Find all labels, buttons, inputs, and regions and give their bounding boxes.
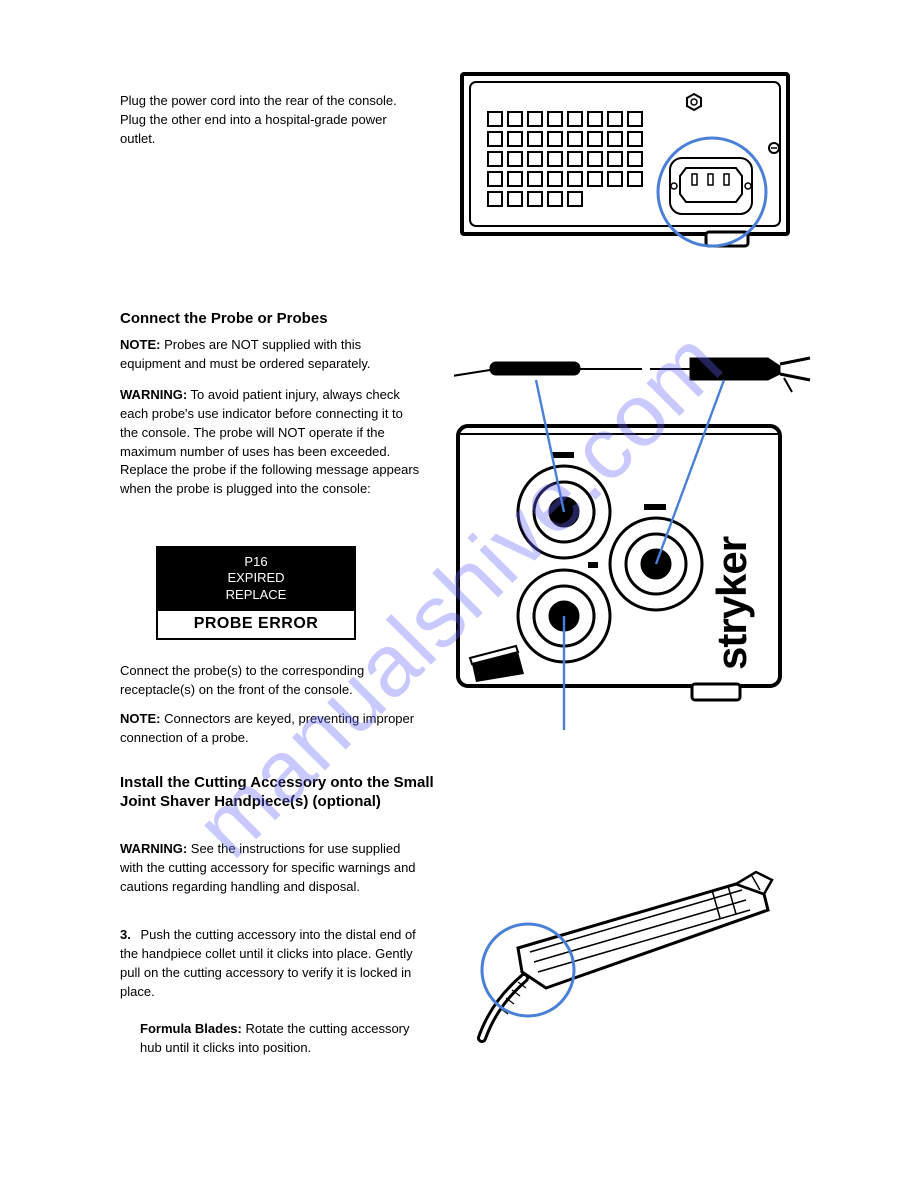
probe-error-box: P16 EXPIRED REPLACE PROBE ERROR xyxy=(156,546,356,640)
brand-text: stryker xyxy=(708,536,755,670)
blade-note: Formula Blades: Rotate the cutting acces… xyxy=(140,1020,430,1058)
step2-note: NOTE: Connectors are keyed, preventing i… xyxy=(120,710,420,748)
probe-error-line1: P16 xyxy=(162,554,350,570)
step3-text: 3. Push the cutting accessory into the d… xyxy=(120,926,430,1001)
figure-rear-panel xyxy=(460,72,800,262)
probe-error-line2: EXPIRED xyxy=(162,570,350,586)
figure-handpiece xyxy=(470,870,800,1050)
connect-probe-warning: WARNING: To avoid patient injury, always… xyxy=(120,386,420,499)
connect-probe-heading: Connect the Probe or Probes xyxy=(120,310,328,327)
connect-probe-intro: NOTE: Probes are NOT supplied with this … xyxy=(120,336,420,374)
figure-front-panel: stryker xyxy=(454,350,814,750)
step1-text: Plug the power cord into the rear of the… xyxy=(120,92,420,149)
probe-error-footer: PROBE ERROR xyxy=(158,611,354,638)
probe-error-line3: REPLACE xyxy=(162,587,350,603)
install-blade-heading: Install the Cutting Accessory onto the S… xyxy=(120,774,440,812)
install-blade-warning: WARNING: See the instructions for use su… xyxy=(120,840,420,897)
step2-text: Connect the probe(s) to the correspondin… xyxy=(120,662,420,700)
